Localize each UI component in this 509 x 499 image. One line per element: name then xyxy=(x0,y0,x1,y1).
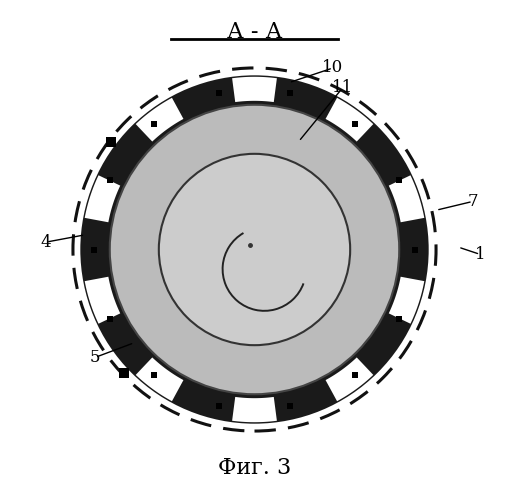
Polygon shape xyxy=(232,77,277,102)
Circle shape xyxy=(159,154,350,345)
Polygon shape xyxy=(84,277,120,324)
Text: 4: 4 xyxy=(41,234,51,250)
Circle shape xyxy=(80,75,429,424)
Polygon shape xyxy=(84,175,120,222)
Text: А - А: А - А xyxy=(227,21,282,43)
Polygon shape xyxy=(389,175,425,222)
Polygon shape xyxy=(326,357,373,401)
Text: 10: 10 xyxy=(322,59,344,76)
Circle shape xyxy=(110,105,399,394)
Polygon shape xyxy=(136,98,183,142)
Polygon shape xyxy=(326,98,373,142)
Text: 5: 5 xyxy=(90,349,100,366)
Text: 1: 1 xyxy=(475,246,486,263)
Polygon shape xyxy=(136,357,183,401)
Text: 11: 11 xyxy=(332,79,353,96)
Polygon shape xyxy=(389,277,425,324)
Text: 7: 7 xyxy=(468,193,478,210)
Polygon shape xyxy=(232,397,277,422)
Text: Фиг. 3: Фиг. 3 xyxy=(218,457,291,479)
